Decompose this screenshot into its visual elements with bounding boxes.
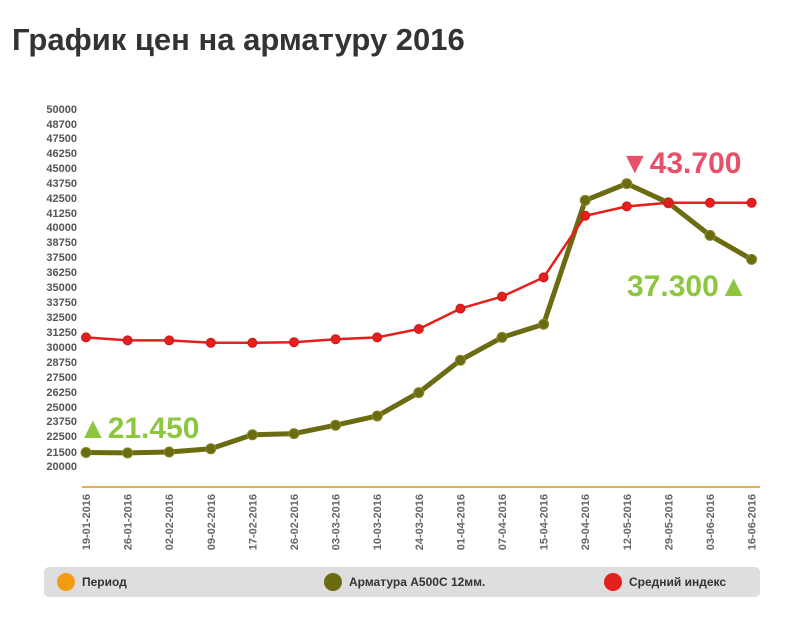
data-point xyxy=(164,335,175,346)
value-annotation: ▼43.700 xyxy=(620,147,741,180)
data-point xyxy=(247,337,258,348)
data-point xyxy=(413,324,424,334)
data-point xyxy=(122,447,134,459)
y-tick-label: 46250 xyxy=(46,148,77,160)
y-tick-label: 43750 xyxy=(46,178,77,190)
y-tick-label: 21500 xyxy=(46,447,77,459)
data-point xyxy=(205,337,216,348)
y-tick-label: 35000 xyxy=(46,282,77,294)
legend-marker xyxy=(57,573,75,591)
series-average-index xyxy=(81,197,757,348)
y-tick-label: 31250 xyxy=(46,327,77,339)
y-tick-label: 47500 xyxy=(46,133,77,145)
data-point xyxy=(371,410,383,422)
data-point xyxy=(122,335,133,346)
data-point xyxy=(246,429,258,441)
series-rebar xyxy=(80,178,758,459)
annotations: ▼43.700 37.300▲ ▲21.450 xyxy=(78,147,748,445)
data-point xyxy=(746,197,757,208)
data-point xyxy=(205,443,217,455)
data-point xyxy=(330,419,342,431)
x-tick-label: 24-03-2016 xyxy=(414,494,426,550)
data-point xyxy=(705,197,715,208)
y-tick-label: 32500 xyxy=(46,312,77,324)
data-point xyxy=(163,446,175,458)
data-point xyxy=(496,331,508,343)
data-point xyxy=(621,178,633,190)
y-tick-label: 20000 xyxy=(46,461,77,473)
data-point xyxy=(289,337,299,348)
data-point xyxy=(413,387,425,399)
data-point xyxy=(455,303,466,314)
x-tick-label: 03-06-2016 xyxy=(705,494,717,550)
data-point xyxy=(538,272,549,283)
y-tick-label: 25000 xyxy=(46,402,77,414)
y-tick-label: 45000 xyxy=(46,163,77,175)
data-point xyxy=(621,201,632,212)
legend-marker xyxy=(604,573,622,591)
legend-label: Средний индекс xyxy=(629,575,726,589)
data-point xyxy=(288,428,300,440)
data-point xyxy=(538,318,550,330)
legend: Период Арматура А500С 12мм. Средний индекс xyxy=(44,567,760,597)
y-tick-label: 22500 xyxy=(46,431,77,443)
x-tick-label: 09-02-2016 xyxy=(206,494,218,550)
x-axis-ticks: 19-01-2016 26-01-2016 02-02-2016 09-02-2016… xyxy=(81,494,759,550)
y-tick-label: 30000 xyxy=(46,342,77,354)
x-tick-label: 15-04-2016 xyxy=(539,494,551,550)
legend-label: Период xyxy=(82,575,127,589)
data-point xyxy=(497,291,507,302)
data-point xyxy=(454,354,466,366)
y-tick-label: 48700 xyxy=(46,119,77,131)
x-tick-label: 01-04-2016 xyxy=(455,494,467,550)
y-tick-label: 38750 xyxy=(46,237,77,249)
x-tick-label: 16-06-2016 xyxy=(747,494,759,550)
y-tick-label: 33750 xyxy=(46,297,77,309)
value-annotation: 37.300▲ xyxy=(627,270,748,303)
x-tick-label: 26-01-2016 xyxy=(123,494,135,550)
legend-marker xyxy=(324,573,342,591)
x-tick-label: 26-02-2016 xyxy=(289,494,301,550)
x-tick-label: 17-02-2016 xyxy=(247,494,259,550)
x-tick-label: 29-04-2016 xyxy=(580,494,592,550)
y-tick-label: 40000 xyxy=(46,222,77,234)
x-tick-label: 07-04-2016 xyxy=(497,494,509,550)
y-tick-label: 50000 xyxy=(46,104,77,116)
data-point xyxy=(80,446,92,458)
data-point xyxy=(663,197,674,208)
value-annotation: ▲21.450 xyxy=(78,412,199,445)
chart-title: График цен на арматуру 2016 xyxy=(12,22,465,57)
y-tick-label: 23750 xyxy=(46,416,77,428)
y-tick-label: 41250 xyxy=(46,208,77,220)
y-tick-label: 42500 xyxy=(46,193,77,205)
x-tick-label: 02-02-2016 xyxy=(164,494,176,550)
y-tick-label: 27500 xyxy=(46,372,77,384)
series-layer xyxy=(80,178,758,459)
data-point xyxy=(372,332,383,343)
data-point xyxy=(746,253,758,265)
legend-label: Арматура А500С 12мм. xyxy=(349,575,485,589)
y-axis-ticks: 50000 48700 47500 46250 45000 43750 42500 41250… xyxy=(46,104,77,473)
y-tick-label: 28750 xyxy=(46,357,77,369)
y-tick-label: 37500 xyxy=(46,252,77,264)
x-tick-label: 19-01-2016 xyxy=(81,494,93,550)
data-point xyxy=(704,229,716,241)
x-tick-label: 03-03-2016 xyxy=(331,494,343,550)
x-tick-label: 29-05-2016 xyxy=(663,494,675,550)
y-tick-label: 26250 xyxy=(46,387,77,399)
x-tick-label: 10-03-2016 xyxy=(372,494,384,550)
x-tick-label: 12-05-2016 xyxy=(622,494,634,550)
data-point xyxy=(580,210,591,221)
data-point xyxy=(81,332,91,343)
y-tick-label: 36250 xyxy=(46,267,77,279)
data-point xyxy=(330,334,341,345)
data-point xyxy=(579,194,591,206)
legend-background xyxy=(44,567,760,597)
